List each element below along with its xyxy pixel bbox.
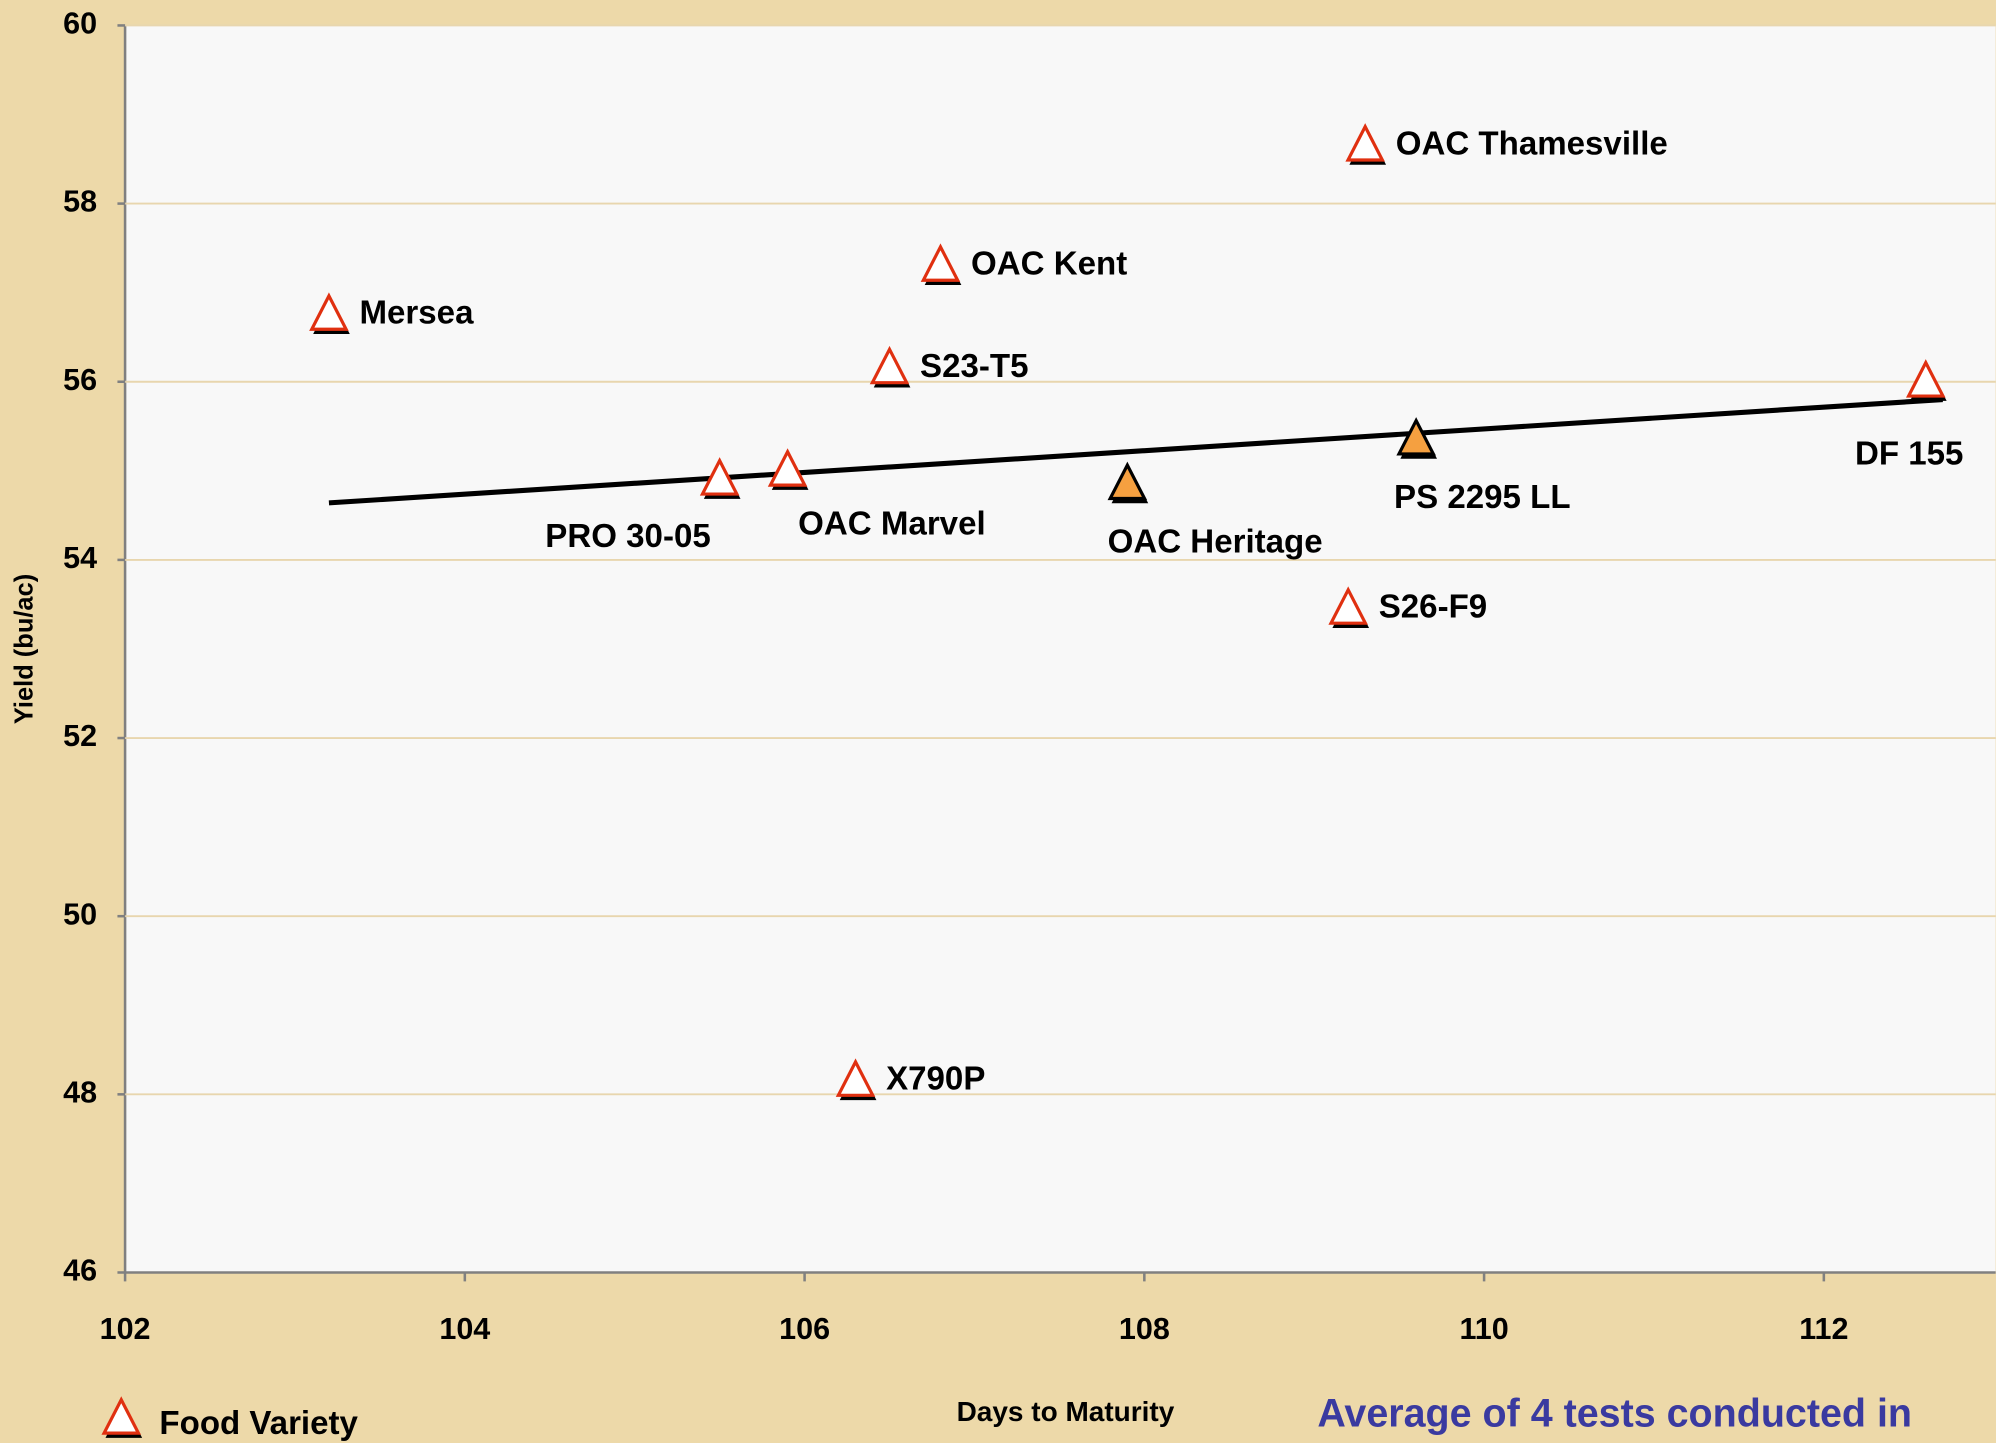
- point-label: X790P: [886, 1061, 985, 1098]
- x-tick-label: 106: [779, 1312, 830, 1346]
- x-axis-label: Days to Maturity: [957, 1396, 1175, 1427]
- x-tick-label: 112: [1799, 1312, 1848, 1346]
- y-tick-label: 56: [63, 363, 97, 397]
- y-axis-label: Yield (bu/ac): [11, 574, 39, 724]
- marker: [1396, 417, 1436, 456]
- legend: Food Variety: [101, 1396, 359, 1442]
- point-label: Mersea: [359, 295, 474, 332]
- marker: [1328, 586, 1368, 625]
- marker: [767, 448, 808, 487]
- y-tick-label: 58: [63, 185, 97, 219]
- point-label: S23-T5: [920, 348, 1028, 385]
- y-tick-label: 54: [63, 541, 97, 575]
- y-tick-label: 50: [63, 897, 97, 931]
- point-label: OAC Kent: [971, 246, 1127, 283]
- marker: [920, 243, 961, 282]
- point-label: S26-F9: [1379, 589, 1487, 626]
- marker: [309, 292, 349, 331]
- x-tick-label: 104: [439, 1312, 490, 1346]
- y-tick-label: 52: [63, 719, 97, 753]
- marker: [1905, 359, 1946, 398]
- trendline: [328, 397, 1943, 506]
- y-tick-label: 46: [63, 1254, 97, 1288]
- point-label: OAC Thamesville: [1396, 125, 1668, 162]
- marker: [699, 457, 740, 496]
- point-label: PRO 30-05: [545, 518, 710, 555]
- y-tick-label: 60: [63, 7, 97, 41]
- note: Average of 4 tests conducted in: [1317, 1392, 1912, 1436]
- legend-label: Food Variety: [159, 1405, 358, 1442]
- marker: [1345, 123, 1385, 162]
- marker: [101, 1396, 142, 1435]
- point-label: OAC Heritage: [1108, 524, 1323, 561]
- marker: [835, 1058, 876, 1097]
- y-tick-label: 48: [63, 1075, 97, 1109]
- point-label: OAC Marvel: [798, 505, 986, 542]
- x-tick-label: 102: [100, 1312, 151, 1346]
- x-tick-label: 110: [1459, 1312, 1508, 1346]
- marker: [869, 345, 910, 385]
- point-label: DF 155: [1855, 435, 1963, 472]
- plot-area: [125, 25, 1996, 1273]
- marker: [1107, 461, 1148, 501]
- x-tick-label: 108: [1119, 1312, 1170, 1346]
- point-label: PS 2295 LL: [1394, 479, 1571, 516]
